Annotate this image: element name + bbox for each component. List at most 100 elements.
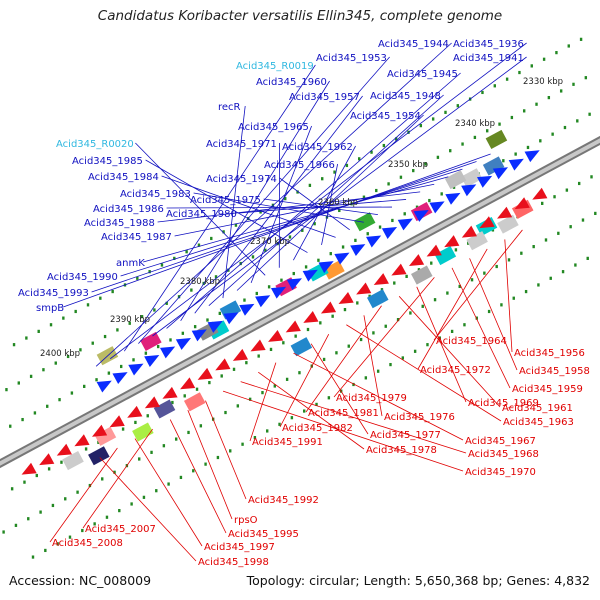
reverse-leader-line [469,258,518,371]
forward-gene-label: Acid345_1965 [238,122,309,133]
reverse-arrow [91,424,108,437]
reverse-arrow [197,367,213,380]
track-dot [569,225,572,229]
forward-arrow [461,184,477,197]
reverse-arrow [285,320,301,333]
forward-arrow [286,278,302,291]
reverse-arrow [497,206,513,219]
track-dot [56,542,59,546]
track-dot [370,150,373,154]
track-dot [284,197,287,201]
reverse-arrow [215,358,231,371]
genome-summary-text: Topology: circular; Length: 5,650,368 bp… [246,573,590,588]
track-dot [229,449,232,453]
track-dot [210,236,213,241]
track-dot [541,201,544,205]
track-dot [42,368,45,372]
track-dot [47,467,51,471]
track-dot [487,309,491,314]
track-dot [101,477,104,481]
feature-block [444,170,467,190]
track-dot [380,288,384,292]
track-dot [257,354,260,358]
track-dot [285,377,289,381]
track-dot [322,357,326,362]
feature-block [94,426,117,446]
track-dot [512,296,515,300]
track-dot [430,261,433,265]
forward-gene-label: Acid345_1988 [84,218,155,229]
track-dot [317,258,320,262]
reverse-arrow [162,386,178,399]
track-dot [382,143,386,148]
track-dot [86,303,90,307]
track-dot [74,309,77,314]
track-dot [313,222,316,226]
reverse-gene-label: Acid345_1970 [465,467,536,478]
forward-gene-label: Acid345_1957 [289,92,360,103]
track-dot [567,44,570,48]
forward-arrow [492,167,509,180]
track-dot [136,276,139,280]
track-dot [179,475,183,480]
track-dot [105,515,109,519]
reverse-leader-line [205,400,247,500]
reverse-gene-label: Acid345_1969 [468,398,539,409]
track-dot [555,51,558,55]
track-dot [84,447,88,451]
track-dot [588,112,591,116]
track-dot [278,422,281,426]
forward-gene-label: Acid345_1962 [282,142,353,153]
feature-block [434,245,457,266]
reverse-leader-line [134,438,203,547]
forward-gene-label: Acid345_1944 [378,39,449,50]
track-dot [428,198,431,203]
track-dot [298,371,301,375]
track-dot [130,502,133,506]
track-dot [144,351,148,355]
forward-arrow [381,227,398,239]
forward-arrow [445,192,461,205]
track-dot [375,188,378,193]
forward-leader-line [161,175,336,238]
forward-gene-label: smpB [36,303,64,314]
forward-leader-line [95,42,452,367]
track-dot [62,316,65,320]
track-dot [49,323,53,327]
track-dot [306,327,310,332]
track-dot [93,522,96,526]
track-dot [539,139,542,143]
reverse-gene-label: Acid345_2007 [85,524,156,535]
feature-block [366,289,389,309]
track-dot [167,482,170,486]
track-dot [372,331,375,335]
reverse-arrow [144,396,161,409]
track-dot [579,37,583,41]
forward-gene-label: Acid345_1980 [166,209,237,220]
scale-label: 2340 kbp [455,119,495,129]
feature-block [132,422,154,442]
forward-leader-line [194,95,363,314]
track-dot [44,548,47,553]
reverse-gene-label: Acid345_1956 [514,348,585,359]
track-dot [140,315,144,319]
track-dot [103,334,107,339]
track-dot [288,235,292,239]
track-dot [438,336,441,340]
track-dot [5,388,8,392]
track-dot [333,170,336,174]
track-dot [357,157,361,161]
forward-leader-line [120,168,463,277]
reverse-gene-label: Acid345_1961 [502,403,573,414]
track-dot [183,394,186,398]
track-dot [486,129,489,133]
reverse-leader-line [310,343,369,435]
reverse-gene-label: Acid345_1959 [512,384,583,395]
track-dot [514,152,517,156]
track-dot [491,228,495,232]
feature-block [411,265,433,285]
reverse-leader-line [279,334,330,428]
forward-arrow [191,329,207,342]
reverse-gene-label: Acid345_1979 [336,393,407,404]
forward-gene-label: Acid345_1987 [101,232,172,243]
